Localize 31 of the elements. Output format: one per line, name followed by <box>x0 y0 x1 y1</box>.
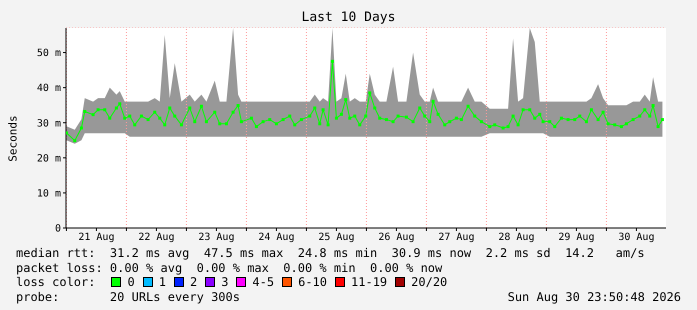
legend-label: 3 <box>221 275 228 290</box>
x-tick-label: 22 Aug <box>138 232 174 244</box>
legend-label: 11-19 <box>351 275 388 290</box>
y-tick-label: 10 m <box>36 188 61 200</box>
chart-title: Last 10 Days <box>300 10 396 25</box>
text: probe: 20 URLs every 300s <box>16 290 240 304</box>
x-tick-label: 29 Aug <box>558 232 594 244</box>
x-tick-label: 27 Aug <box>438 232 474 244</box>
x-tick-label: 23 Aug <box>198 232 234 244</box>
legend-label: 6-10 <box>298 275 328 290</box>
x-tick-label: 24 Aug <box>258 232 294 244</box>
legend-title: loss color: <box>16 275 96 290</box>
x-tick-label: 30 Aug <box>618 232 654 244</box>
legend-label: 20/20 <box>411 275 448 290</box>
y-axis-title: Seconds <box>6 114 20 164</box>
y-tick-label: 50 m <box>36 48 61 60</box>
y-tick-label: 20 m <box>36 153 61 164</box>
x-tick-label: 21 Aug <box>78 232 114 244</box>
x-tick-label: 26 Aug <box>378 232 414 244</box>
text: median rtt: 31.2 ms avg 47.5 ms max 24.8 ms min 30.9 ms now 2.2 ms sd 14.2 am/s <box>16 246 645 260</box>
x-tick-label: 25 Aug <box>318 232 354 244</box>
legend-label: 2 <box>190 275 198 290</box>
legend-label: 1 <box>158 275 166 290</box>
x-tick-label: 28 Aug <box>498 232 534 244</box>
y-tick-label: 40 m <box>36 83 61 94</box>
legend-label: 0 <box>127 275 135 290</box>
y-tick-label: 0 <box>54 224 61 235</box>
text: Sun Aug 30 23:50:48 2026 <box>508 290 681 304</box>
text: packet loss: 0.00 % avg 0.00 % max 0.00 % min 0.00 % now <box>16 260 444 275</box>
y-tick-label: 30 m <box>36 118 61 130</box>
legend-label: 4-5 <box>252 275 274 290</box>
